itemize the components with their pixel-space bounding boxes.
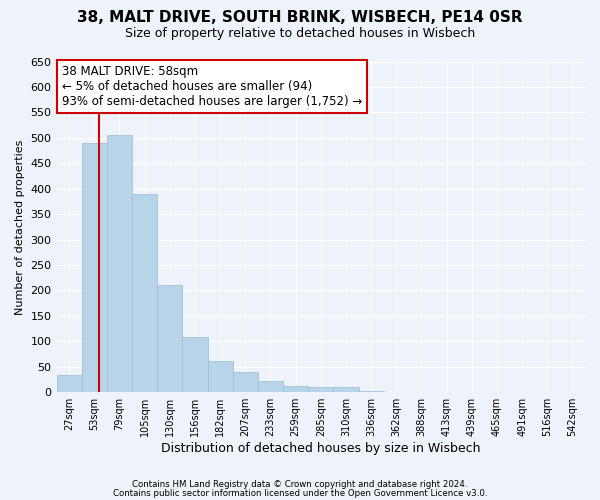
Bar xyxy=(82,143,107,392)
Bar xyxy=(107,136,132,392)
Text: Contains HM Land Registry data © Crown copyright and database right 2024.: Contains HM Land Registry data © Crown c… xyxy=(132,480,468,489)
Y-axis label: Number of detached properties: Number of detached properties xyxy=(15,139,25,314)
Bar xyxy=(334,387,359,392)
Bar xyxy=(283,386,308,392)
Bar xyxy=(132,194,157,392)
X-axis label: Distribution of detached houses by size in Wisbech: Distribution of detached houses by size … xyxy=(161,442,481,455)
Bar xyxy=(56,376,82,392)
Bar xyxy=(258,381,283,392)
Text: 38 MALT DRIVE: 58sqm
← 5% of detached houses are smaller (94)
93% of semi-detach: 38 MALT DRIVE: 58sqm ← 5% of detached ho… xyxy=(62,65,362,108)
Bar xyxy=(233,372,258,392)
Bar xyxy=(308,387,334,392)
Bar xyxy=(157,286,182,392)
Text: Size of property relative to detached houses in Wisbech: Size of property relative to detached ho… xyxy=(125,28,475,40)
Text: Contains public sector information licensed under the Open Government Licence v3: Contains public sector information licen… xyxy=(113,488,487,498)
Bar xyxy=(182,338,208,392)
Bar xyxy=(359,391,383,392)
Bar xyxy=(208,360,233,392)
Text: 38, MALT DRIVE, SOUTH BRINK, WISBECH, PE14 0SR: 38, MALT DRIVE, SOUTH BRINK, WISBECH, PE… xyxy=(77,10,523,25)
